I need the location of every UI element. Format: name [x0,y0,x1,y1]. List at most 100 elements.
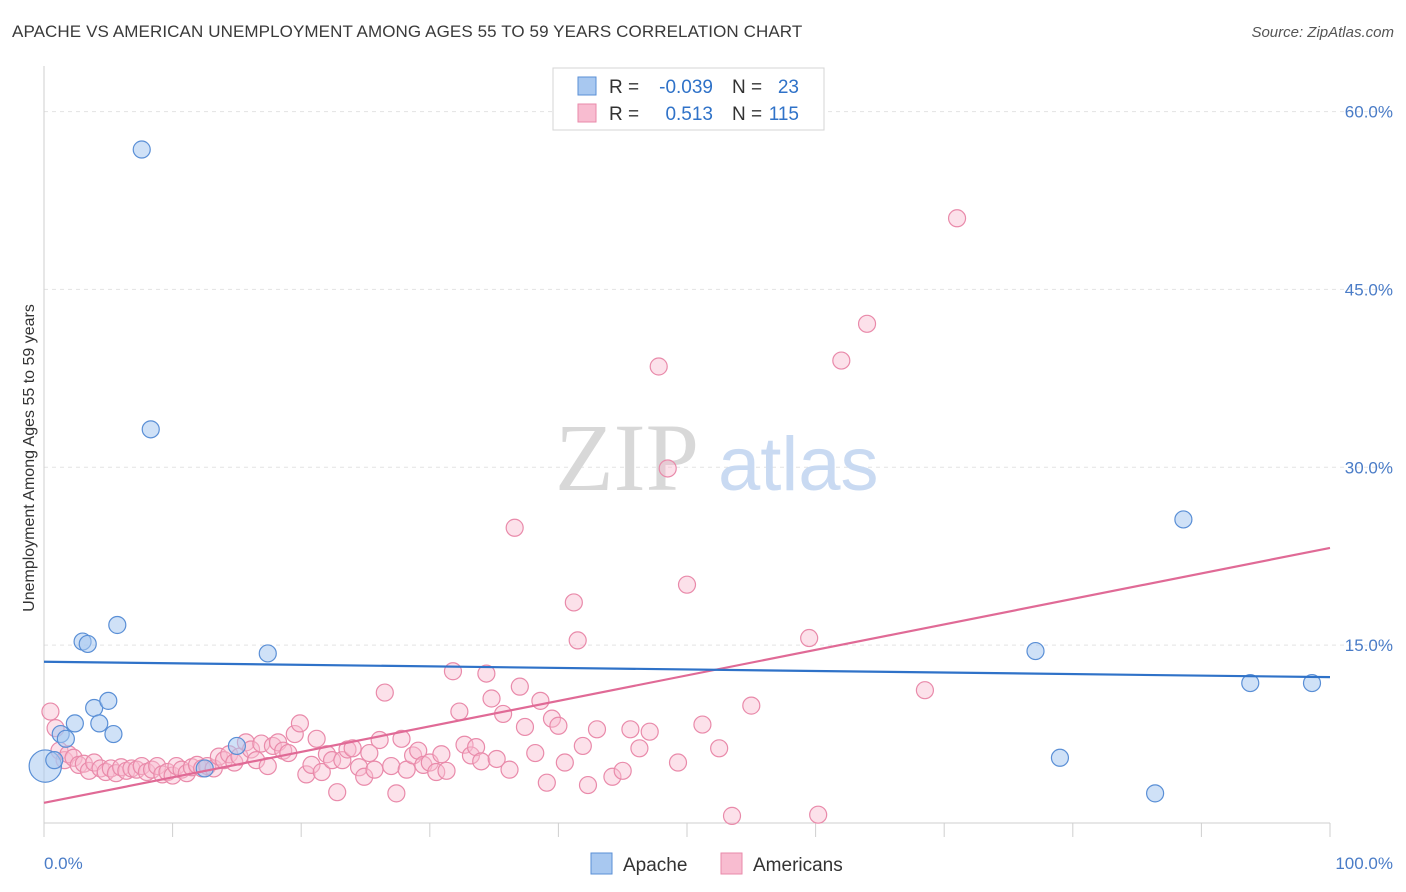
apache-point-14 [195,759,214,778]
apache-point-13 [141,420,160,439]
x-tick-label-0: 0.0% [44,854,83,873]
americans-point-106 [649,357,668,376]
americans-point-113 [742,696,761,715]
apache-point-3 [56,729,75,748]
americans-point-59 [349,758,369,777]
x-tick-label-1: 100.0% [1335,854,1393,873]
americans-point-102 [613,761,632,780]
x-tick-labels: 0.0% 100.0% [44,854,1393,873]
americans-point-54 [322,751,342,770]
americans-point-84 [487,749,506,769]
apache-point-19 [1146,784,1165,803]
americans-point-82 [477,664,496,683]
americans-point-48 [290,714,310,733]
americans-point-64 [375,683,394,702]
americans-point-43 [263,736,283,756]
americans-point-95 [555,753,574,772]
americans-point-66 [387,784,406,803]
legend-r-americans: 0.513 [665,104,713,125]
apache-point-6 [78,634,97,654]
americans-point-75 [437,761,456,780]
americans-point-117 [857,314,877,333]
americans-point-81 [472,752,491,771]
apache-point-9 [99,691,118,710]
series-legend: Apache Americans [590,852,843,876]
americans-point-77 [450,702,469,721]
americans-point-65 [382,756,401,776]
americans-point-90 [526,743,545,763]
trend-lines [43,546,1331,804]
americans-point-55 [328,783,347,802]
apache-point-11 [108,615,127,635]
americans-point-119 [947,209,967,228]
americans-point-111 [710,739,729,758]
americans-point-107 [658,459,677,478]
americans-point-96 [564,593,583,612]
legend-n-americans: 115 [769,104,799,125]
series-legend-label-americans: Americans [753,855,843,876]
americans-point-50 [302,755,321,775]
apache-point-17 [1026,641,1045,661]
y-tick-label-3: 60.0% [1345,103,1393,122]
americans-point-110 [693,715,712,734]
americans-point-116 [832,351,851,370]
watermark: ZIP atlas [555,404,879,511]
apache-points [28,140,1322,803]
chart-title: APACHE VS AMERICAN UNEMPLOYMENT AMONG AG… [12,22,803,41]
americans-point-118 [915,681,935,700]
apache-point-10 [104,724,123,744]
y-tick-label-0: 15.0% [1345,636,1393,655]
americans-point-60 [355,767,374,786]
grid-lines [44,111,1392,646]
americans-point-88 [510,677,529,696]
apache-point-16 [258,644,277,663]
series-legend-swatch-apache [590,852,613,875]
apache-point-15 [227,736,246,756]
apache-point-22 [1302,673,1322,693]
legend-r-apache: -0.039 [659,77,713,98]
legend-r-label-apache: R = [609,77,639,98]
americans-point-62 [365,760,384,779]
americans-point-61 [360,743,379,763]
americans-point-80 [466,738,486,757]
americans-point-104 [630,739,649,758]
americans-point-93 [542,709,562,728]
americans-point-114 [800,628,819,648]
americans-point-52 [312,762,331,782]
series-legend-label-apache: Apache [623,855,687,876]
apache-trend-line [43,660,1331,679]
stats-legend: R = -0.039 N = 23 R = 0.513 N = 115 [552,67,825,131]
americans-point-92 [537,773,556,792]
americans-point-94 [549,716,568,735]
stats-legend-frame [552,67,825,131]
americans-point-78 [455,735,474,754]
americans-point-56 [333,751,352,770]
americans-point-105 [640,722,659,741]
americans-point-89 [515,717,535,737]
watermark-atlas: atlas [718,422,879,507]
americans-point-115 [809,805,828,824]
source-label: Source: ZipAtlas.com [1251,24,1394,41]
legend-n-label-apache: N = [732,77,762,98]
apache-point-1 [45,751,64,770]
axes [43,66,1331,837]
americans-point-0 [41,702,60,721]
americans-point-108 [668,753,688,772]
apache-point-18 [1050,748,1070,767]
americans-point-70 [409,741,428,760]
americans-point-87 [505,518,524,537]
americans-point-18 [132,756,151,776]
americans-point-83 [482,689,501,708]
americans-point-25 [167,756,186,776]
americans-point-58 [343,739,362,758]
americans-point-101 [603,767,622,786]
y-tick-label-2: 45.0% [1345,280,1393,299]
americans-trend-line [43,546,1331,804]
americans-point-67 [392,729,411,748]
apache-point-20 [1174,510,1193,529]
americans-point-112 [722,806,742,825]
legend-r-label-americans: R = [609,104,639,125]
americans-point-47 [285,724,304,744]
americans-point-91 [531,691,550,710]
americans-point-86 [500,760,519,779]
